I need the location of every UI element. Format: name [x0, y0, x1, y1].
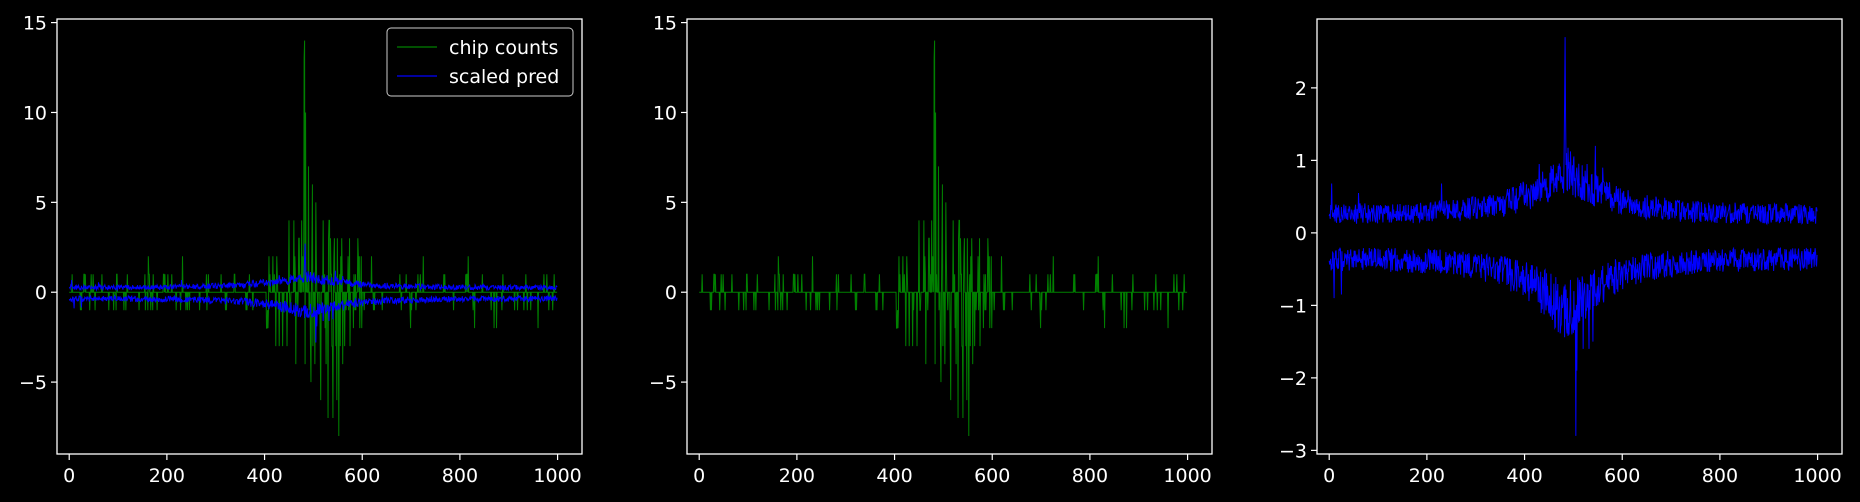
series-line-scaled-pred-upper: [68, 243, 558, 292]
x-tick-label: 0: [693, 465, 705, 487]
series-line-scaled-pred-lower: [68, 294, 558, 343]
x-tick-label: 1000: [533, 465, 581, 487]
series-line-chip-counts: [69, 40, 558, 437]
x-tick-label: 400: [876, 465, 912, 487]
axes-frame: [686, 18, 1213, 455]
chart-middle-chip-counts: 0 200 400 600 800 1000 −5 0 5 10 15: [649, 13, 1213, 487]
plot-area: [68, 40, 558, 437]
series-line-scaled-pred-lower: [1328, 246, 1818, 436]
plot-area: [699, 40, 1188, 437]
legend-label: chip counts: [449, 37, 558, 59]
y-tick-label: 0: [1295, 223, 1307, 245]
x-tick-label: 400: [246, 465, 282, 487]
x-tick-label: 600: [1604, 465, 1640, 487]
axes-frame: [1316, 18, 1843, 455]
y-tick-label: 1: [1295, 150, 1307, 172]
legend: chip counts scaled pred: [386, 27, 574, 97]
y-tick-label: −5: [19, 372, 47, 394]
y-tick-label: 5: [35, 192, 47, 214]
x-tick-label: 1000: [1793, 465, 1841, 487]
plot-area: [1328, 37, 1818, 436]
x-tick-label: 200: [1409, 465, 1445, 487]
x-tick-label: 200: [149, 465, 185, 487]
y-tick-label: 2: [1295, 78, 1307, 100]
axes-frame: [56, 18, 583, 455]
chart-left-chip-and-pred: 0 200 400 600 800 1000 −5 0 5 10 15 chip counts scal…: [19, 13, 583, 487]
chart-right-scaled-pred: 0 200 400 600 800 1000 −3 −2 −1 0 1 2: [1279, 18, 1843, 487]
legend-box: [386, 27, 574, 97]
y-tick-label: −3: [1279, 440, 1307, 462]
x-tick-label: 400: [1506, 465, 1542, 487]
y-tick-label: 0: [665, 282, 677, 304]
x-tick-label: 600: [344, 465, 380, 487]
series-line-chip-counts: [699, 40, 1188, 437]
x-tick-label: 0: [1323, 465, 1335, 487]
x-tick-label: 600: [974, 465, 1010, 487]
legend-label: scaled pred: [449, 66, 559, 88]
x-tick-label: 0: [63, 465, 75, 487]
series-line-scaled-pred-upper: [1328, 37, 1818, 226]
y-tick-label: 5: [665, 192, 677, 214]
y-tick-label: −5: [649, 372, 677, 394]
y-tick-label: 15: [23, 13, 47, 35]
x-tick-label: 1000: [1163, 465, 1211, 487]
y-tick-label: 0: [35, 282, 47, 304]
x-tick-label: 800: [1702, 465, 1738, 487]
y-tick-label: −1: [1279, 295, 1307, 317]
y-tick-label: −2: [1279, 368, 1307, 390]
x-tick-label: 800: [1072, 465, 1108, 487]
y-tick-label: 15: [653, 13, 677, 35]
x-tick-label: 800: [442, 465, 478, 487]
y-tick-label: 10: [653, 102, 677, 124]
y-tick-label: 10: [23, 102, 47, 124]
x-tick-label: 200: [779, 465, 815, 487]
